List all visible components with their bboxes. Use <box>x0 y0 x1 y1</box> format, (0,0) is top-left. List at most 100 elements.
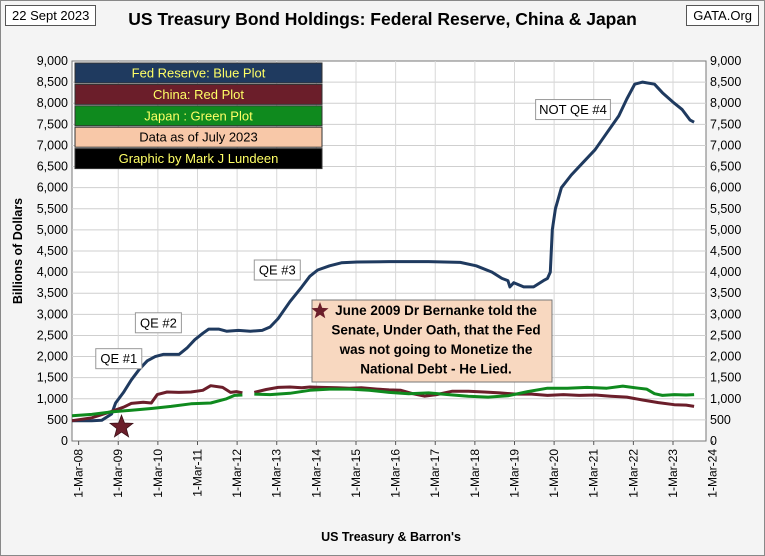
legend-entry-box <box>74 83 323 105</box>
y-tick-left: 0 <box>61 434 68 448</box>
legend-entry-label: Data as of July 2023 <box>139 130 258 145</box>
annotation-label: QE #1 <box>100 351 137 366</box>
note-line: National Debt - He Lied. <box>360 362 512 377</box>
series-japan <box>71 384 695 418</box>
bernanke-note: June 2009 Dr Bernanke told the Senate, Un… <box>311 299 553 383</box>
series-fed-reserve <box>72 80 695 423</box>
series-layer <box>71 80 695 423</box>
note-line: June 2009 Dr Bernanke told the <box>335 303 537 318</box>
date-label: 22 Sept 2023 <box>5 5 97 26</box>
x-tick-label: 1-Mar-24 <box>706 449 720 498</box>
x-tick-label: 1-Mar-21 <box>587 449 601 498</box>
legend-entry-label: Graphic by Mark J Lundeen <box>119 151 279 166</box>
x-axis-label: US Treasury & Barron's <box>321 530 461 544</box>
y-tick-right: 1,500 <box>710 371 741 385</box>
x-tick-label: 1-Mar-13 <box>270 449 284 498</box>
series-line <box>254 384 695 399</box>
y-tick-right: 3,000 <box>710 307 741 321</box>
y-tick-right: 2,500 <box>710 328 741 342</box>
annotation-box <box>253 259 301 281</box>
x-tick-label: 1-Mar-10 <box>151 449 165 498</box>
y-tick-left: 9,000 <box>37 54 68 68</box>
y-tick-left: 6,500 <box>37 160 68 174</box>
y-tick-left: 2,500 <box>37 328 68 342</box>
x-tick-label: 1-Mar-20 <box>547 449 561 498</box>
y-tick-right: 5,500 <box>710 202 741 216</box>
source-label: GATA.Org <box>686 5 759 26</box>
y-tick-right: 500 <box>710 413 731 427</box>
star-marker <box>108 413 134 438</box>
y-tick-left: 5,000 <box>37 223 68 237</box>
y-tick-right: 8,000 <box>710 96 741 110</box>
y-tick-left: 6,000 <box>37 181 68 195</box>
y-tick-left: 4,000 <box>37 265 68 279</box>
y-tick-left: 7,000 <box>37 138 68 152</box>
y-tick-right: 3,500 <box>710 286 741 300</box>
x-tick-label: 1-Mar-17 <box>428 449 442 498</box>
y-tick-left: 2,000 <box>37 350 68 364</box>
y-tick-right: 4,000 <box>710 265 741 279</box>
x-axis: 1-Mar-08 1-Mar-09 1-Mar-10 1-Mar-11 1-Mar-12… <box>72 441 720 498</box>
y-tick-left: 3,000 <box>37 307 68 321</box>
y-tick-left: 500 <box>47 413 68 427</box>
series-line <box>72 80 695 423</box>
legend: Fed Reserve: Blue Plot China: Red Plot Jap… <box>74 62 323 170</box>
x-tick-label: 1-Mar-19 <box>507 449 521 498</box>
x-tick-label: 1-Mar-14 <box>309 449 323 498</box>
y-axis-label: Billions of Dollars <box>11 198 25 304</box>
note-star-icon <box>311 302 329 319</box>
x-tick-label: 1-Mar-12 <box>230 449 244 498</box>
y-tick-left: 4,500 <box>37 244 68 258</box>
legend-entry-box <box>74 148 323 170</box>
y-tick-left: 8,000 <box>37 96 68 110</box>
annotation-label: QE #3 <box>259 263 296 278</box>
y-tick-right: 7,000 <box>710 138 741 152</box>
series-line <box>71 384 243 423</box>
annotation-box <box>134 312 182 334</box>
x-tick-label: 1-Mar-08 <box>72 449 86 498</box>
y-axis-left: 0 500 1,000 1,500 2,000 2,500 3,000 3,500 4,000 4… <box>37 54 68 448</box>
legend-entry-box <box>74 105 323 127</box>
y-tick-left: 3,500 <box>37 286 68 300</box>
y-tick-right: 4,500 <box>710 244 741 258</box>
x-tick-label: 1-Mar-16 <box>389 449 403 498</box>
annotation-label: NOT QE #4 <box>539 102 607 117</box>
y-tick-right: 9,000 <box>710 54 741 68</box>
y-tick-right: 0 <box>710 434 717 448</box>
x-tick-label: 1-Mar-22 <box>626 449 640 498</box>
x-tick-label: 1-Mar-15 <box>349 449 363 498</box>
y-tick-right: 7,500 <box>710 117 741 131</box>
y-tick-right: 6,000 <box>710 181 741 195</box>
note-box <box>311 299 553 383</box>
y-tick-right: 6,500 <box>710 160 741 174</box>
series-china <box>71 384 695 423</box>
y-tick-left: 1,500 <box>37 371 68 385</box>
x-tick-label: 1-Mar-18 <box>468 449 482 498</box>
x-tick-label: 1-Mar-11 <box>190 449 204 497</box>
annotation-box <box>95 348 143 370</box>
y-tick-right: 1,000 <box>710 392 741 406</box>
legend-entry-box <box>74 126 323 148</box>
legend-entry-label: China: Red Plot <box>153 87 244 102</box>
y-tick-right: 8,500 <box>710 75 741 89</box>
series-line <box>71 393 243 418</box>
y-tick-right: 2,000 <box>710 350 741 364</box>
legend-entry-box <box>74 62 323 84</box>
x-tick-label: 1-Mar-23 <box>666 449 680 498</box>
legend-entry-label: Japan : Green Plot <box>144 108 253 123</box>
x-tick-label: 1-Mar-09 <box>111 449 125 498</box>
note-line: Senate, Under Oath, that the Fed <box>331 323 540 338</box>
series-line <box>253 385 695 408</box>
y-tick-right: 5,000 <box>710 223 741 237</box>
y-tick-left: 8,500 <box>37 75 68 89</box>
legend-entry-label: Fed Reserve: Blue Plot <box>132 66 266 81</box>
y-tick-left: 7,500 <box>37 117 68 131</box>
annotation-box <box>535 99 611 121</box>
y-tick-left: 1,000 <box>37 392 68 406</box>
note-line: was not going to Monetize the <box>339 342 533 357</box>
annotations: QE #1 QE #2 QE #3 NOT QE #4 <box>95 99 611 438</box>
annotation-label: QE #2 <box>140 315 177 330</box>
chart-title: US Treasury Bond Holdings: Federal Reser… <box>128 9 637 29</box>
y-tick-left: 5,500 <box>37 202 68 216</box>
